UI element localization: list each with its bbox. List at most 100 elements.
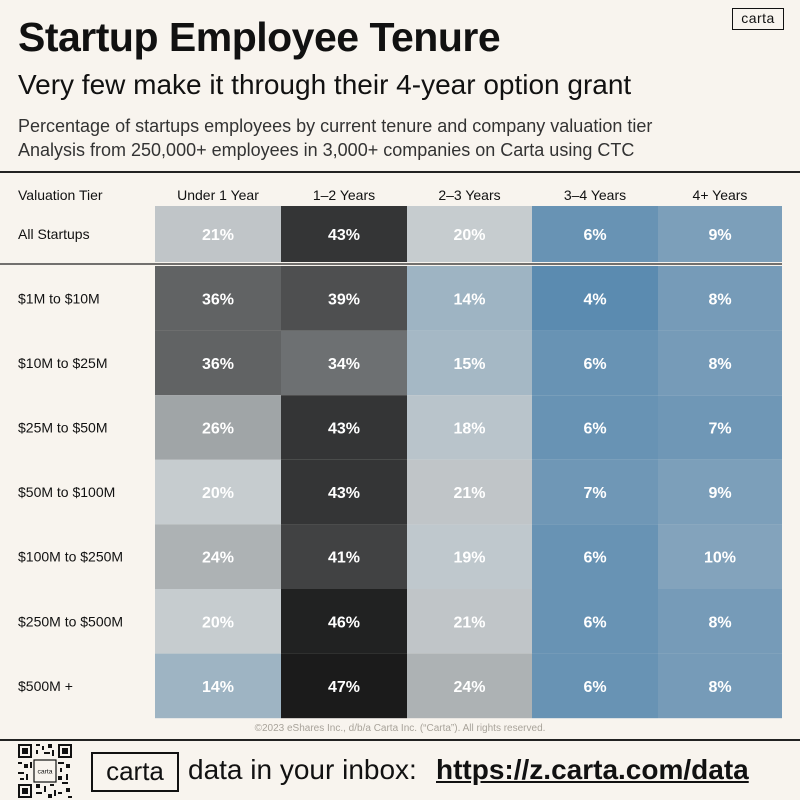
- heatmap-cell: [281, 524, 407, 589]
- heatmap-cell-value: 36%: [202, 291, 234, 308]
- heatmap-cell-value: 39%: [328, 291, 360, 308]
- heatmap-cell: [407, 330, 532, 396]
- heatmap-cell: [281, 459, 407, 525]
- heatmap-cell: [407, 653, 532, 719]
- heatmap-cell-value: 43%: [328, 485, 360, 502]
- heatmap-cell-value: 19%: [453, 550, 485, 567]
- heatmap-cell: [155, 653, 281, 719]
- heatmap-cell: [155, 589, 281, 654]
- row-label: All Startups: [18, 226, 90, 242]
- column-header: Under 1 Year: [177, 187, 259, 203]
- heatmap-cell-value: 14%: [202, 679, 234, 696]
- footer-cta-text: data in your inbox:: [188, 754, 417, 785]
- heatmap-cell-value: 9%: [708, 227, 731, 244]
- heatmap-cell: [155, 330, 281, 396]
- column-header: 4+ Years: [693, 187, 748, 203]
- heatmap-cell-value: 4%: [583, 291, 606, 308]
- heatmap-cell-value: 14%: [453, 291, 485, 308]
- heatmap-cell: [407, 266, 532, 331]
- description-line-2: Analysis from 250,000+ employees in 3,00…: [18, 140, 635, 160]
- heatmap-cell: [532, 266, 658, 331]
- heatmap-chart: Valuation Tier Under 1 Year 1–2 Years 2–3 Y…: [0, 187, 782, 719]
- heatmap-cell-value: 10%: [704, 550, 736, 567]
- heatmap-cell: [532, 395, 658, 460]
- heatmap-cell: [281, 395, 407, 460]
- heatmap-cell: [155, 395, 281, 460]
- heatmap-cell: [532, 524, 658, 589]
- heatmap-cell-value: 6%: [583, 614, 606, 631]
- heatmap-cell-value: 6%: [583, 356, 606, 373]
- carta-logo: carta: [732, 8, 784, 30]
- heatmap-cell-value: 6%: [583, 679, 606, 696]
- heatmap-cell-value: 36%: [202, 356, 234, 373]
- heatmap-cell: [532, 206, 658, 262]
- heatmap-cell-value: 8%: [708, 291, 731, 308]
- heatmap-cell-value: 20%: [453, 227, 485, 244]
- row-label: $10M to $25M: [18, 355, 108, 371]
- heatmap-cell: [281, 266, 407, 331]
- heatmap-cell-value: 6%: [583, 550, 606, 567]
- heatmap-cell: [658, 653, 782, 719]
- heatmap-cell: [658, 524, 782, 589]
- heatmap-cell: [155, 266, 281, 331]
- heatmap-cell: [407, 395, 532, 460]
- row-header-label: Valuation Tier: [18, 187, 103, 203]
- heatmap-cell-value: 18%: [453, 421, 485, 438]
- copyright-notice: ©2023 eShares Inc., d/b/a Carta Inc. (“C…: [254, 723, 546, 734]
- heatmap-cell: [407, 589, 532, 654]
- newsletter-link[interactable]: https://z.carta.com/data: [436, 754, 749, 785]
- heatmap-cell-value: 21%: [453, 485, 485, 502]
- row-label: $50M to $100M: [18, 484, 115, 500]
- heatmap-cell: [658, 589, 782, 654]
- heatmap-cell-value: 8%: [708, 356, 731, 373]
- bottom-divider: [0, 739, 800, 741]
- heatmap-cell: [281, 589, 407, 654]
- row-label: $100M to $250M: [18, 549, 123, 565]
- heatmap-cell: [658, 206, 782, 262]
- heatmap-cell: [155, 524, 281, 589]
- qr-label: carta: [37, 769, 52, 776]
- heatmap-cell: [658, 395, 782, 460]
- heatmap-cell: [532, 653, 658, 719]
- column-header: 3–4 Years: [564, 187, 626, 203]
- heatmap-cell-value: 24%: [202, 550, 234, 567]
- qr-code-icon[interactable]: carta: [18, 744, 72, 798]
- heatmap-cell: [155, 459, 281, 525]
- row-label: $250M to $500M: [18, 613, 123, 629]
- heatmap-cell-value: 7%: [583, 485, 606, 502]
- heatmap-cell: [532, 330, 658, 396]
- page-title: Startup Employee Tenure: [18, 14, 501, 60]
- heatmap-cell-value: 15%: [453, 356, 485, 373]
- page-subtitle: Very few make it through their 4-year op…: [18, 69, 632, 100]
- heatmap-cell: [532, 459, 658, 525]
- heatmap-cell-value: 7%: [708, 421, 731, 438]
- heatmap-cell-value: 26%: [202, 421, 234, 438]
- heatmap-cell-value: 8%: [708, 679, 731, 696]
- row-label: $500M +: [18, 678, 73, 694]
- heatmap-cell-value: 20%: [202, 485, 234, 502]
- column-header: 1–2 Years: [313, 187, 375, 203]
- heatmap-cell: [658, 266, 782, 331]
- heatmap-cell-value: 8%: [708, 614, 731, 631]
- description-line-1: Percentage of startups employees by curr…: [18, 116, 653, 136]
- heatmap-cell-value: 34%: [328, 356, 360, 373]
- heatmap-cell-value: 43%: [328, 421, 360, 438]
- column-header: 2–3 Years: [438, 187, 500, 203]
- heatmap-cell: [658, 459, 782, 525]
- heatmap-cell-value: 6%: [583, 227, 606, 244]
- heatmap-cell-value: 41%: [328, 550, 360, 567]
- heatmap-cell: [407, 459, 532, 525]
- heatmap-cell: [532, 589, 658, 654]
- heatmap-cell: [407, 524, 532, 589]
- heatmap-cell-value: 47%: [328, 679, 360, 696]
- heatmap-cell-value: 6%: [583, 421, 606, 438]
- footer-carta-logo: carta: [91, 752, 179, 792]
- row-label: $25M to $50M: [18, 420, 108, 436]
- row-label: $1M to $10M: [18, 290, 100, 306]
- heatmap-cell-value: 21%: [202, 227, 234, 244]
- heatmap-cell: [281, 206, 407, 262]
- heatmap-cell-value: 9%: [708, 485, 731, 502]
- heatmap-cell-value: 46%: [328, 614, 360, 631]
- heatmap-cell-value: 20%: [202, 614, 234, 631]
- heatmap-cell: [658, 330, 782, 396]
